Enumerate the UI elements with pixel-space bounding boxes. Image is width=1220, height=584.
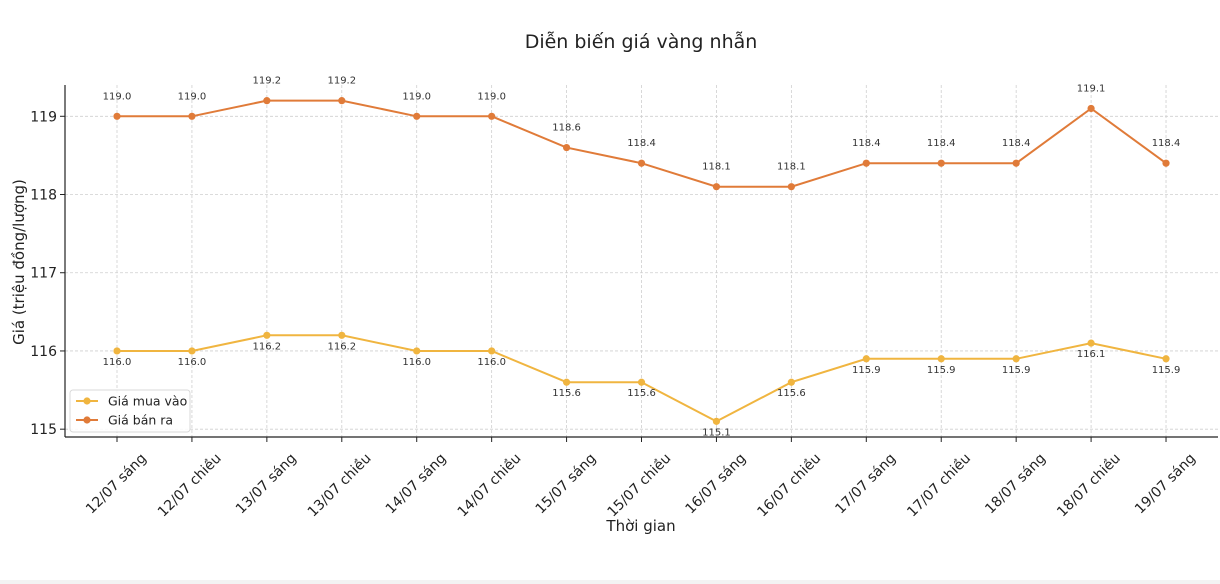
x-tick-label: 16/07 sáng <box>682 451 749 518</box>
data-point <box>787 183 795 191</box>
data-label: 119.0 <box>477 91 506 102</box>
data-label: 116.2 <box>327 341 356 352</box>
x-tick-label: 12/07 chiều <box>154 450 225 521</box>
y-tick-label: 118 <box>30 188 57 204</box>
data-point <box>338 331 346 339</box>
data-label: 118.4 <box>927 138 956 149</box>
series-group <box>113 97 1170 425</box>
chart-title: Diễn biến giá vàng nhẫn <box>525 30 758 53</box>
data-label: 116.0 <box>178 357 207 368</box>
legend-marker <box>83 416 91 424</box>
data-label: 116.0 <box>103 357 132 368</box>
data-label: 116.0 <box>477 357 506 368</box>
data-label: 119.2 <box>253 76 282 87</box>
data-label: 118.6 <box>552 123 581 134</box>
data-point <box>637 378 646 386</box>
data-point <box>862 159 870 167</box>
data-point <box>188 112 196 120</box>
data-label: 116.1 <box>1077 349 1106 360</box>
x-tick-label: 15/07 chiều <box>604 450 675 521</box>
x-tick-label: 13/07 chiều <box>304 450 375 521</box>
x-axis-label: Thời gian <box>605 517 675 535</box>
data-label: 115.1 <box>702 427 731 438</box>
data-point <box>1162 355 1170 363</box>
data-point <box>937 159 945 167</box>
y-tick-label: 117 <box>30 266 57 282</box>
data-point <box>712 183 721 191</box>
data-point <box>937 355 945 363</box>
data-point <box>188 347 196 355</box>
data-label: 119.2 <box>327 76 356 87</box>
y-tick-label: 119 <box>30 109 57 125</box>
data-point <box>488 112 496 120</box>
data-label: 115.9 <box>852 365 881 376</box>
data-label: 118.4 <box>1152 138 1181 149</box>
x-tick-label: 18/07 sáng <box>982 451 1049 518</box>
data-label: 115.6 <box>552 388 581 399</box>
data-label: 119.0 <box>178 91 207 102</box>
x-tick-label: 13/07 sáng <box>233 451 300 518</box>
data-point <box>338 97 346 105</box>
legend-box <box>69 389 191 433</box>
data-label: 115.9 <box>927 365 956 376</box>
data-label: 116.0 <box>402 357 431 368</box>
data-point <box>413 347 421 355</box>
grid <box>65 85 1218 437</box>
data-point <box>1087 339 1095 347</box>
x-tick-label: 16/07 chiều <box>754 450 825 521</box>
data-label: 119.0 <box>103 91 132 102</box>
x-tick-label: 18/07 chiều <box>1053 450 1124 521</box>
data-point <box>1012 159 1020 167</box>
x-tick-label: 14/07 sáng <box>383 451 450 518</box>
y-axis-label: Giá (triệu đồng/lượng) <box>10 179 28 345</box>
data-point <box>413 112 421 120</box>
data-label: 118.4 <box>1002 138 1031 149</box>
x-tick-label: 17/07 sáng <box>832 451 899 518</box>
data-point <box>263 331 271 339</box>
legend-label: Giá mua vào <box>108 394 187 409</box>
data-point <box>1087 104 1095 113</box>
x-tick-label: 14/07 chiều <box>454 450 525 521</box>
data-label: 118.4 <box>852 138 881 149</box>
data-label: 118.1 <box>702 162 731 173</box>
data-point <box>1012 355 1020 363</box>
data-point <box>562 143 571 152</box>
data-point <box>637 159 646 167</box>
data-label: 115.6 <box>777 388 806 399</box>
data-label: 115.9 <box>1152 365 1181 376</box>
y-tick-label: 116 <box>30 344 57 360</box>
data-labels: 116.0 116.0 116.2 116.2 116.0 116.0 115.6 115.6… <box>103 76 1181 439</box>
data-point <box>488 347 496 355</box>
data-point <box>712 417 721 425</box>
data-point <box>562 378 571 386</box>
data-label: 116.2 <box>253 341 282 352</box>
data-label: 118.4 <box>627 138 656 149</box>
x-tick-label: 17/07 chiều <box>904 450 975 521</box>
data-point <box>862 355 870 363</box>
data-label: 119.1 <box>1077 83 1106 94</box>
x-tick-label: 15/07 sáng <box>533 451 600 518</box>
data-point <box>113 347 121 355</box>
data-label: 119.0 <box>402 91 431 102</box>
y-tick-label: 115 <box>30 422 57 438</box>
data-point <box>113 112 121 120</box>
legend-label: Giá bán ra <box>108 413 173 428</box>
legend-marker <box>83 397 91 405</box>
data-label: 118.1 <box>777 162 806 173</box>
legend: Giá mua vào Giá bán ra <box>69 389 191 433</box>
data-point <box>1162 159 1170 167</box>
data-label: 115.9 <box>1002 365 1031 376</box>
x-tick-label: 12/07 sáng <box>83 451 150 518</box>
x-tick-label: 19/07 sáng <box>1132 451 1199 518</box>
data-point <box>787 378 795 386</box>
data-point <box>263 97 271 105</box>
data-label: 115.6 <box>627 388 656 399</box>
